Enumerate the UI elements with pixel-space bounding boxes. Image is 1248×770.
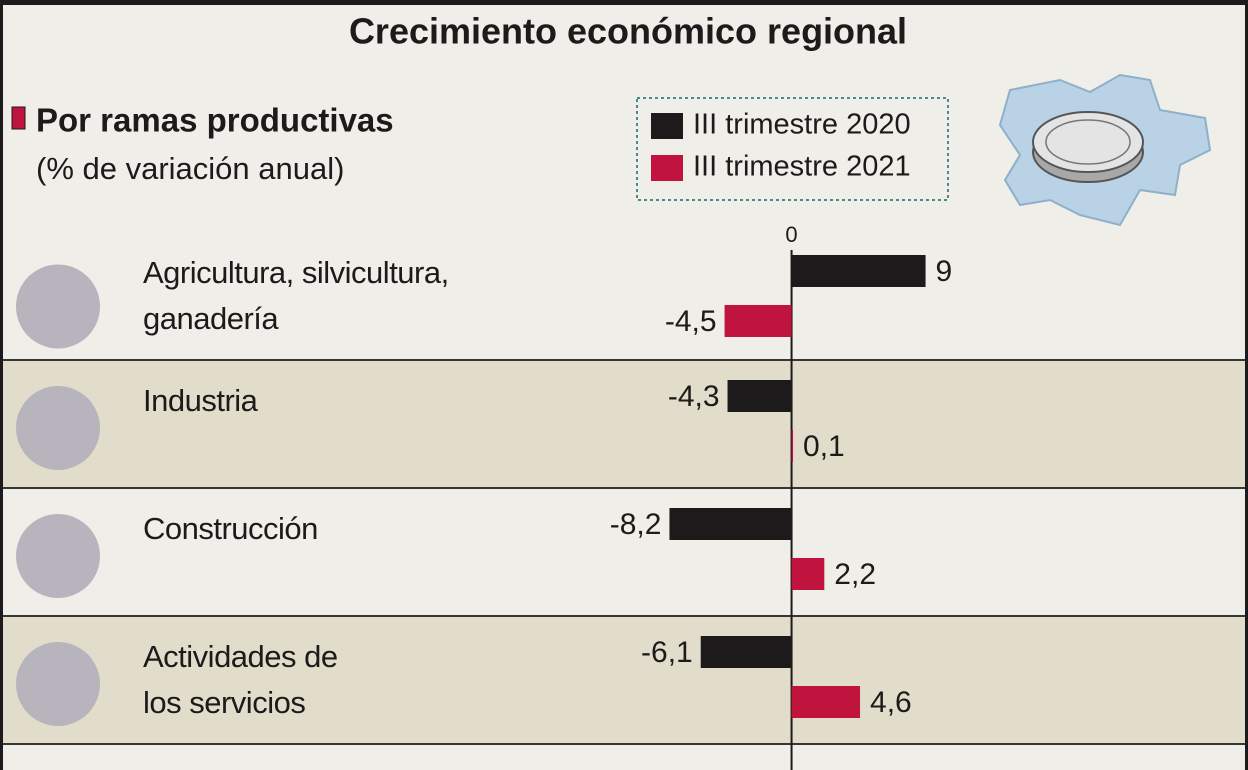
chart-title: Crecimiento económico regional: [349, 11, 907, 52]
legend-label: III trimestre 2020: [693, 109, 911, 141]
bar: [700, 636, 792, 668]
legend-swatch: [651, 113, 683, 139]
category-icon: [16, 386, 100, 470]
row-band: [3, 488, 1245, 616]
value-label: 2,2: [834, 558, 876, 591]
bar: [727, 380, 792, 412]
value-label: 9: [936, 255, 953, 288]
bar: [791, 686, 861, 718]
category-label: Industria: [143, 383, 258, 418]
row-band: [3, 616, 1245, 744]
x-tick-label: 0: [785, 222, 797, 247]
row-band: [3, 360, 1245, 488]
value-label: -4,3: [668, 380, 720, 413]
bar: [724, 305, 792, 337]
category-icon: [16, 264, 100, 349]
category-label: Agricultura, silvicultura, ganadería: [143, 255, 449, 336]
row-band: [3, 245, 1245, 360]
legend-label: III trimestre 2021: [693, 151, 911, 183]
left-rule: [0, 0, 3, 770]
value-label: 0,1: [803, 430, 845, 463]
category-label: Construcción: [143, 511, 318, 546]
category-icon: [16, 514, 100, 598]
value-label: -6,1: [641, 636, 693, 669]
subtitle-marker: [11, 106, 26, 130]
legend-box: [636, 97, 949, 201]
category-label: Actividades de los servicios: [143, 639, 338, 720]
bar: [791, 430, 794, 462]
bar: [791, 558, 825, 590]
value-label: -8,2: [610, 508, 662, 541]
value-label: 4,6: [870, 686, 912, 719]
bar: [669, 508, 792, 540]
axis-note: (% de variación anual): [36, 151, 344, 186]
category-icon: [16, 642, 100, 726]
value-label: -4,5: [665, 305, 717, 338]
legend-swatch: [651, 155, 683, 181]
subtitle: Por ramas productivas: [36, 102, 394, 139]
top-rule: [0, 0, 1248, 5]
bar: [791, 255, 926, 287]
map-decoration: [998, 73, 1212, 227]
right-rule: [1245, 0, 1248, 770]
